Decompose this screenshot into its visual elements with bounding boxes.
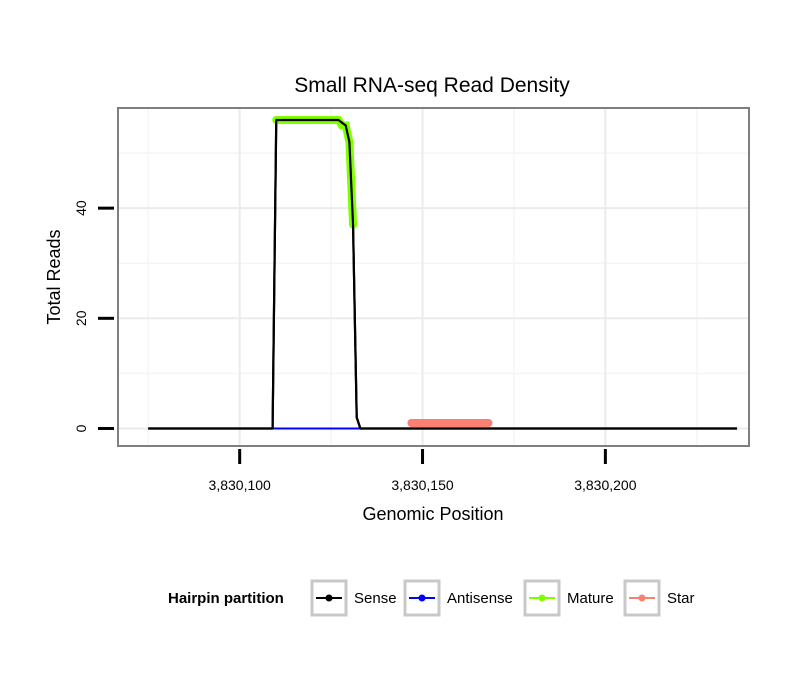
y-axis: 0 20 40 — [73, 200, 114, 432]
y-tick-label: 0 — [73, 424, 89, 432]
legend-key-point — [418, 594, 426, 602]
legend-label: Antisense — [447, 590, 513, 607]
legend-entry-antisense: Antisense — [403, 579, 513, 617]
legend-label: Sense — [354, 590, 397, 607]
x-tick-label: 3,830,200 — [574, 477, 636, 493]
legend-entry-star: Star — [623, 579, 695, 617]
legend-key-point — [638, 594, 646, 602]
legend: Hairpin partition Sense Antisense Mature St… — [168, 579, 695, 617]
series-line-sense — [148, 118, 738, 430]
plot-panel — [117, 107, 750, 447]
legend-key-point — [538, 594, 546, 602]
legend-entry-sense: Sense — [310, 579, 397, 617]
legend-label: Mature — [567, 590, 614, 607]
legend-key-point — [325, 594, 333, 602]
legend-title: Hairpin partition — [168, 590, 284, 607]
y-tick-label: 20 — [73, 310, 89, 326]
legend-entry-mature: Mature — [523, 579, 614, 617]
x-axis: 3,830,100 3,830,150 3,830,200 — [209, 449, 637, 493]
series-layer — [148, 116, 738, 430]
y-axis-label: Total Reads — [44, 229, 64, 324]
legend-label: Star — [667, 590, 695, 607]
x-axis-label: Genomic Position — [362, 504, 503, 524]
y-tick-label: 40 — [73, 200, 89, 216]
x-tick-label: 3,830,150 — [391, 477, 453, 493]
chart-title: Small RNA-seq Read Density — [294, 74, 570, 97]
x-tick-label: 3,830,100 — [209, 477, 271, 493]
